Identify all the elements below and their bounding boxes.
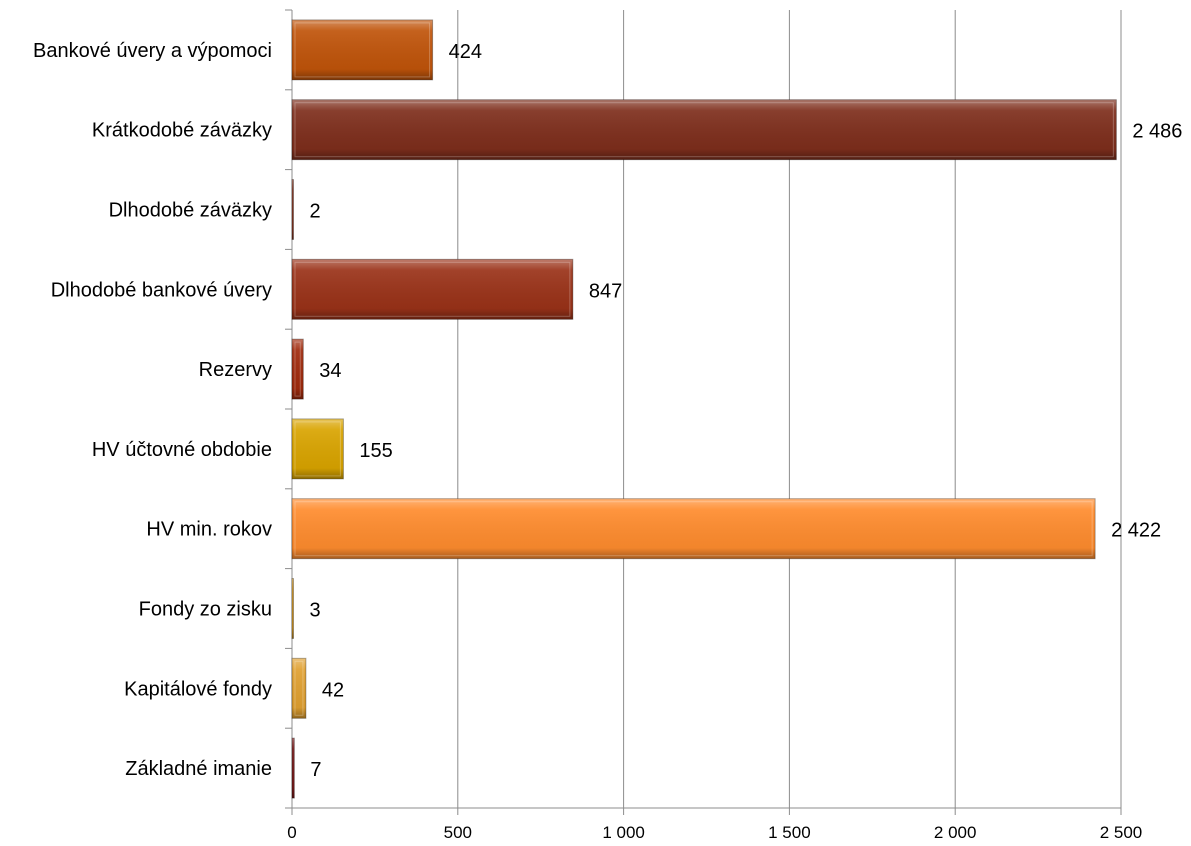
bar-outline [291,99,1117,161]
bar [291,19,434,81]
bar-outline [291,179,294,240]
bar-highlight [294,261,571,317]
category-label: Bankové úvery a výpomoci [33,40,272,62]
bar-bevel [292,498,1096,559]
category-label: HV účtovné obdobie [92,439,272,461]
bar-highlight [294,660,304,716]
category-label: HV min. rokov [146,519,272,541]
category-label: Kapitálové fondy [124,678,272,700]
bar-bevel [292,259,573,320]
bar-outline [291,498,1096,560]
bar-bevel [292,19,433,80]
bar [291,179,294,240]
bar [291,258,574,320]
data-label: 7 [310,759,321,781]
data-label: 155 [359,440,392,462]
bar [291,418,344,480]
bar-highlight [294,102,1114,158]
data-label: 847 [589,280,622,302]
x-tick-label: 1 500 [768,823,811,842]
bar-bevel [292,658,306,719]
category-label: Dlhodobé bankové úvery [51,279,272,301]
bar-highlight [294,22,431,78]
bar [291,657,307,719]
data-label: 424 [449,41,482,63]
bar-bevel [292,738,295,799]
data-label: 3 [310,600,321,622]
bar-outline [291,657,307,719]
x-tick-label: 2 000 [934,823,977,842]
bar-outline [291,258,574,320]
bar-outline [291,19,434,81]
data-label: 2 422 [1111,520,1161,542]
bar-outline [291,418,344,480]
data-label: 2 [310,201,321,223]
category-label: Základné imanie [125,758,272,780]
bar [291,338,304,400]
bar-bevel [292,578,294,639]
bar-highlight [294,421,341,477]
bar-bevel [292,99,1117,160]
category-label: Krátkodobé záväzky [92,120,272,142]
bar [291,578,294,639]
category-label: Dlhodobé záväzky [109,200,272,222]
category-label: Fondy zo zisku [139,599,272,621]
bar-bevel [292,179,294,240]
category-label: Rezervy [199,359,272,381]
data-label: 42 [322,679,344,701]
bar-highlight [294,501,1093,557]
data-label: 34 [319,360,341,382]
bar-outline [291,338,304,400]
bar [291,99,1117,161]
bar [291,737,295,799]
bar [291,498,1096,560]
bar-outline [291,737,295,799]
bar-outline [291,578,294,639]
bars [291,19,1117,799]
x-tick-label: 0 [287,823,296,842]
bar-bevel [292,339,304,400]
x-tick-label: 1 000 [602,823,645,842]
x-tick-label: 500 [444,823,472,842]
bar-highlight [294,341,301,397]
labels: 0 500 1 000 1 500 2 000 2 500 Bankové úvery a … [33,40,1182,842]
x-tick-label: 2 500 [1100,823,1143,842]
bar-bevel [292,418,344,479]
data-label: 2 486 [1132,121,1182,143]
